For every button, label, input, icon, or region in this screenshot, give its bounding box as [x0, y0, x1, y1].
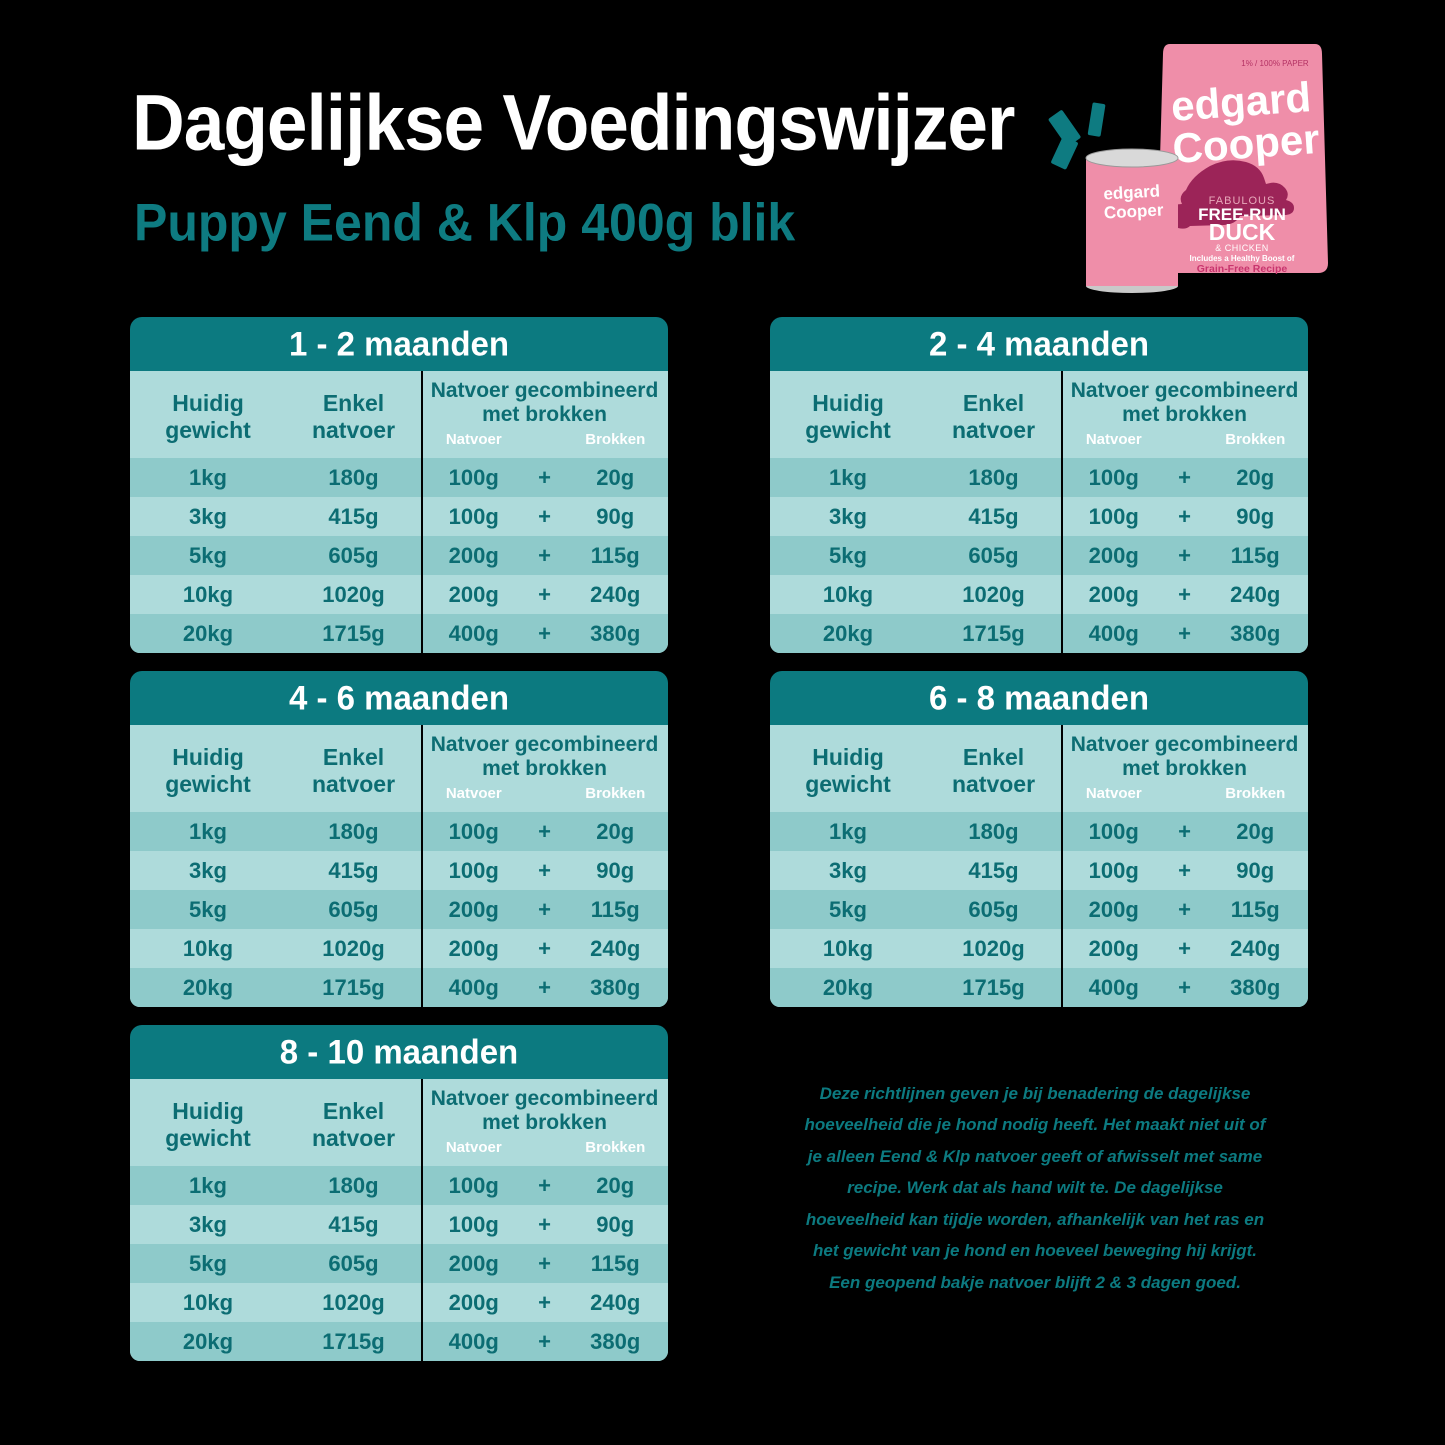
svg-text:Includes a Healthy Boost of: Includes a Healthy Boost of [1190, 254, 1295, 263]
svg-text:Cooper: Cooper [1104, 200, 1165, 222]
svg-text:1% / 100% PAPER: 1% / 100% PAPER [1241, 59, 1309, 68]
svg-text:DUCK: DUCK [1209, 219, 1276, 245]
svg-text:Grain-Free Recipe: Grain-Free Recipe [1197, 263, 1288, 275]
svg-text:& CHICKEN: & CHICKEN [1215, 243, 1269, 253]
